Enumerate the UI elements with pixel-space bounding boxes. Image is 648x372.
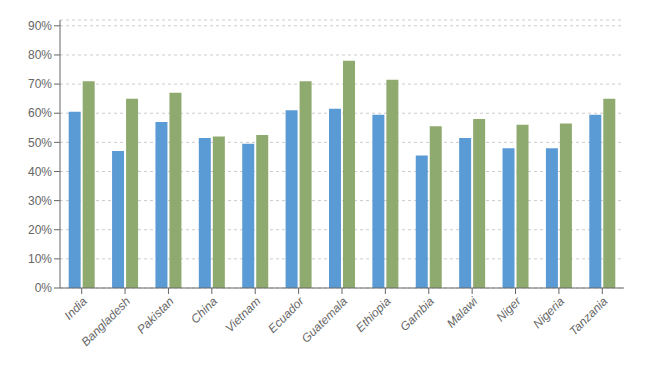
svg-text:Malawi: Malawi <box>444 294 481 331</box>
svg-text:70%: 70% <box>28 77 52 91</box>
svg-text:60%: 60% <box>28 106 52 120</box>
svg-text:Ethiopia: Ethiopia <box>353 294 394 335</box>
svg-text:Niger: Niger <box>493 294 524 325</box>
svg-text:Pakistan: Pakistan <box>134 294 177 337</box>
svg-text:10%: 10% <box>28 252 52 266</box>
svg-text:India: India <box>62 294 91 323</box>
svg-text:30%: 30% <box>28 194 52 208</box>
svg-text:90%: 90% <box>28 19 52 33</box>
svg-text:80%: 80% <box>28 48 52 62</box>
svg-text:China: China <box>188 294 220 326</box>
svg-text:50%: 50% <box>28 136 52 150</box>
svg-text:Guatemala: Guatemala <box>299 294 351 346</box>
svg-text:Ecuador: Ecuador <box>265 294 307 336</box>
svg-text:40%: 40% <box>28 165 52 179</box>
svg-text:Nigeria: Nigeria <box>530 294 567 331</box>
svg-text:Tanzania: Tanzania <box>566 294 610 338</box>
svg-text:Gambia: Gambia <box>397 294 437 334</box>
svg-text:Bangladesh: Bangladesh <box>78 294 133 349</box>
svg-text:Vietnam: Vietnam <box>222 294 263 335</box>
svg-text:20%: 20% <box>28 223 52 237</box>
svg-text:0%: 0% <box>35 281 53 295</box>
